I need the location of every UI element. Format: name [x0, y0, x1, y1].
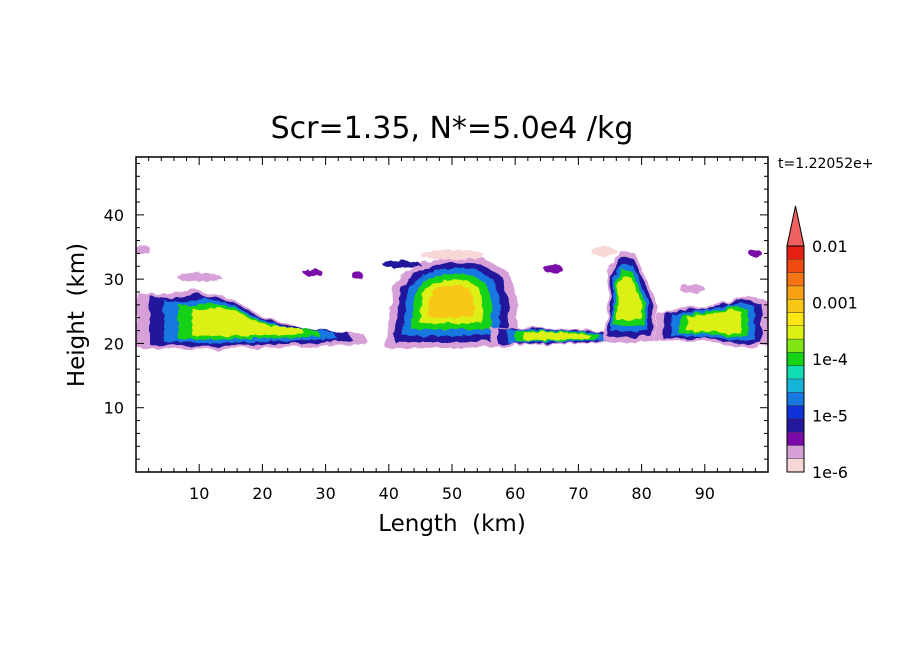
x-tick-label: 90: [695, 484, 715, 503]
colorbar-extend-arrow: [786, 205, 805, 247]
left-band-level-10: [192, 307, 305, 337]
x-tick-label: 20: [252, 484, 272, 503]
colorbar-level: [786, 418, 805, 433]
colorbar-level: [786, 272, 805, 287]
colorbar-level: [786, 431, 805, 446]
x-tick-label: 80: [631, 484, 651, 503]
colorbar-level: [786, 405, 805, 420]
chart-title: Scr=1.35, N*=5.0e4 /kg: [271, 111, 634, 146]
colorbar-tick-label: 0.01: [812, 237, 848, 256]
colorbar-level: [786, 259, 805, 273]
upper-cloud-blob: [591, 246, 617, 257]
x-tick-label: 40: [379, 484, 399, 503]
connecting-layer-level-10: [524, 331, 591, 341]
colorbar-level: [786, 298, 805, 313]
colorbar-tick-label: 0.001: [812, 294, 858, 313]
colorbar-level: [786, 338, 805, 353]
x-axis-label: Length (km): [378, 511, 526, 537]
colorbar-tick-label: 1e-4: [812, 350, 848, 369]
y-axis: 10 20 30 40: [104, 162, 768, 460]
upper-cloud-blob: [303, 268, 323, 277]
upper-cloud-blob: [749, 249, 762, 258]
colorbar-tick-label: 1e-5: [812, 407, 848, 426]
upper-cloud-blob: [382, 260, 421, 269]
colorbar-level: [786, 245, 805, 260]
colorbar-tick-label: 1e-6: [812, 463, 848, 482]
time-label: t=1.22052e+: [778, 156, 873, 172]
x-tick-label: 30: [315, 484, 335, 503]
colorbar-level: [786, 445, 805, 459]
colorbar-level: [786, 352, 805, 366]
upper-cloud-blob: [420, 249, 484, 260]
colorbar-level: [786, 312, 805, 326]
colorbar-level: [786, 365, 805, 380]
colorbar-level: [786, 392, 805, 406]
colorbar-level: [786, 325, 805, 340]
colorbar-level: [786, 378, 805, 393]
x-tick-label: 60: [505, 484, 525, 503]
right-band-level-10: [686, 309, 742, 334]
x-tick-label: 50: [442, 484, 462, 503]
upper-cloud-blob: [351, 271, 363, 280]
y-axis-label: Height (km): [64, 243, 90, 387]
y-tick-label: 20: [104, 334, 124, 353]
colorbar-level: [786, 458, 805, 473]
colorbar-frame: [786, 245, 805, 473]
y-tick-label: 30: [104, 270, 124, 289]
y-tick-label: 10: [104, 399, 124, 418]
x-tick-label: 10: [189, 484, 209, 503]
tower-level-10: [615, 276, 642, 321]
upper-cloud-blob: [177, 272, 222, 282]
x-axis: 10 20 30 40 50 60 70 80 90: [135, 157, 769, 503]
cloud-field: [136, 245, 768, 350]
colorbar: 0.01 0.001 1e-4 1e-5 1e-6: [786, 205, 858, 482]
upper-cloud-blob: [543, 264, 563, 274]
x-tick-label: 70: [568, 484, 588, 503]
y-tick-label: 40: [104, 206, 124, 225]
colorbar-level: [786, 285, 805, 300]
central-cell-level-12: [427, 285, 475, 318]
upper-cloud-blob: [136, 245, 151, 255]
upper-cloud-blob: [679, 284, 705, 294]
